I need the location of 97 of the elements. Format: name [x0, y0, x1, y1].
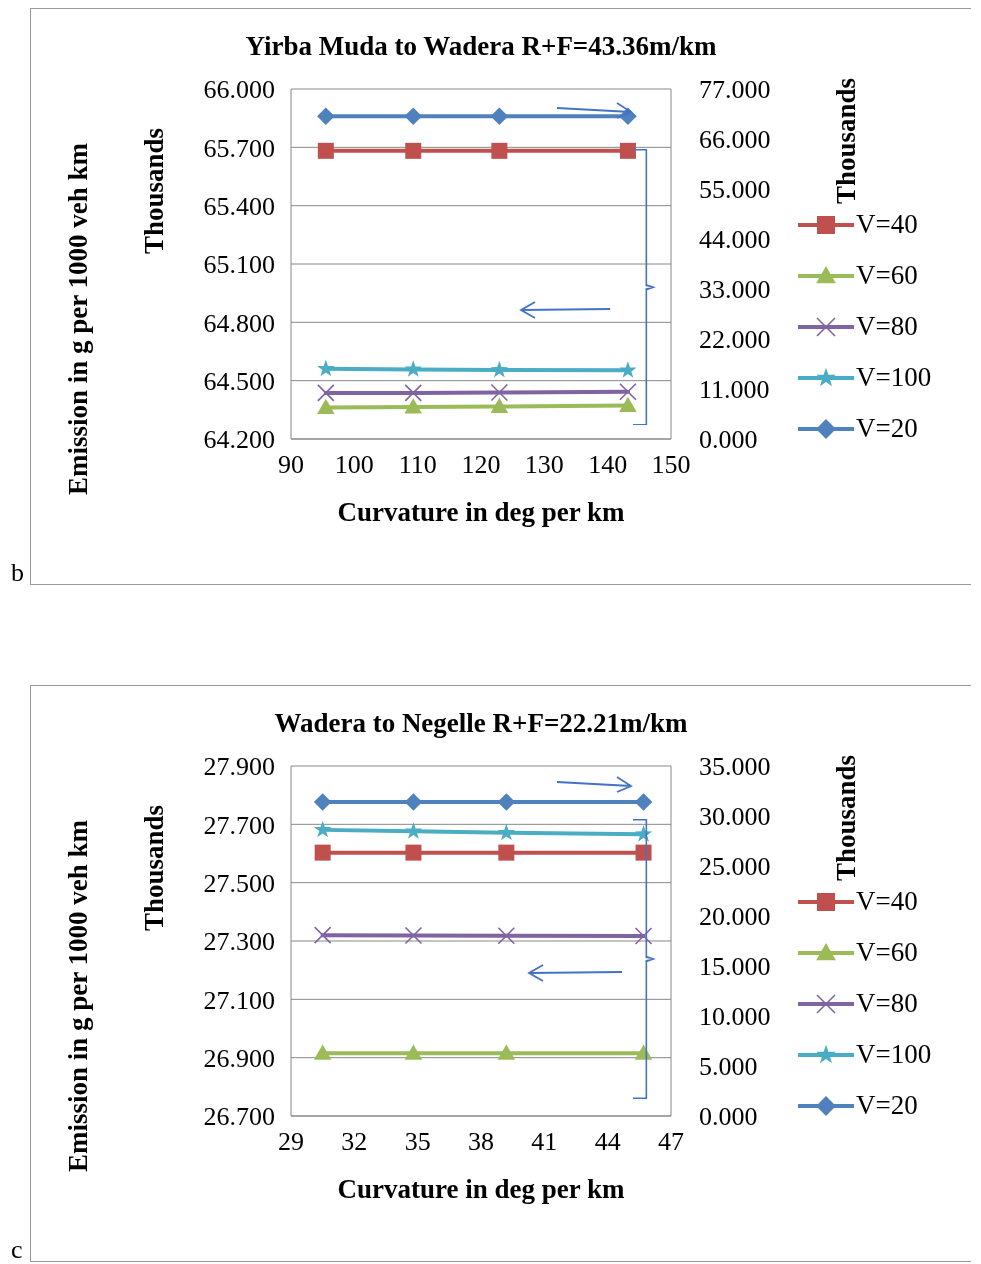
x-tick-label: 38: [468, 1127, 494, 1157]
y-axis-title: Emission in g per 1000 veh km: [63, 818, 94, 1175]
y2-tick-label: 0.000: [699, 1102, 758, 1132]
y2-tick-label: 15.000: [699, 952, 771, 982]
y-axis-title: Emission in g per 1000 veh km: [63, 141, 94, 498]
point: [313, 926, 332, 944]
x-tick-label: 44: [594, 1127, 621, 1157]
legend-label: V=100: [856, 362, 932, 393]
y2-tick-label: 20.000: [699, 902, 771, 932]
point: [491, 142, 508, 159]
x-tick-label: 130: [524, 450, 564, 480]
y-tick-label: 66.000: [203, 75, 275, 105]
point: [619, 396, 637, 412]
y-tick-label: 27.700: [203, 810, 275, 840]
x-tick-label: 110: [398, 450, 437, 480]
x-tick-label: 35: [404, 1127, 431, 1157]
x-tick-label: 90: [278, 450, 304, 480]
x-tick-label: 140: [588, 450, 628, 480]
point: [317, 384, 335, 402]
point: [313, 820, 332, 838]
y2-tick-label: 25.000: [699, 852, 771, 882]
legend-label: V=100: [856, 1039, 932, 1070]
y2-tick-label: 55.000: [699, 175, 771, 205]
x-tick-label: 47: [658, 1127, 684, 1157]
x-axis-title: Curvature in deg per km: [336, 1174, 626, 1205]
point: [490, 383, 509, 402]
point: [314, 844, 331, 861]
legend-label: V=20: [856, 1090, 918, 1121]
point: [635, 844, 652, 861]
y-tick-label: 26.700: [203, 1102, 275, 1132]
y2-tick-label: 66.000: [699, 125, 771, 155]
y2-tick-label: 11.000: [699, 375, 770, 405]
point: [404, 822, 423, 839]
point: [497, 1044, 516, 1060]
chart-title: Yirba Muda to Wadera R+F=43.36m/km: [244, 31, 718, 62]
x-tick-label: 41: [531, 1127, 558, 1157]
text: Thousands: [139, 127, 170, 254]
y-tick-label: 64.200: [203, 425, 275, 455]
x-tick-label: 29: [278, 1127, 304, 1157]
legend-label: V=60: [856, 260, 918, 291]
x-tick-label: 150: [651, 450, 691, 480]
point: [634, 927, 653, 945]
x-tick-label: 100: [334, 450, 374, 480]
x-tick-label: 32: [341, 1127, 368, 1157]
y2-tick-label: 10.000: [699, 1002, 771, 1032]
y-tick-label: 27.100: [203, 985, 275, 1015]
legend-label: V=40: [856, 209, 918, 240]
point: [404, 1044, 423, 1060]
y-tick-label: 64.500: [203, 366, 275, 396]
point: [317, 359, 335, 377]
y2-axis-title: Thousands: [831, 77, 862, 204]
point: [619, 382, 637, 401]
point: [313, 1044, 332, 1060]
y2-tick-label: 77.000: [699, 75, 771, 105]
text: c: [11, 1235, 23, 1264]
y-tick-label: 27.900: [203, 752, 275, 782]
y-tick-label: 64.800: [203, 308, 275, 338]
y2-tick-label: 5.000: [699, 1052, 758, 1082]
y-tick-label: 65.400: [203, 191, 275, 221]
y-tick-label: 26.900: [203, 1043, 275, 1073]
chart-title: Wadera to Negelle R+F=22.21m/km: [273, 708, 689, 739]
point: [497, 926, 516, 945]
point: [404, 360, 422, 377]
y2-tick-label: 44.000: [699, 225, 771, 255]
point: [405, 844, 422, 861]
point: [404, 926, 423, 945]
text: b: [11, 558, 24, 588]
point: [490, 360, 509, 378]
point: [497, 823, 516, 841]
point: [405, 142, 422, 159]
x-axis-title: Curvature in deg per km: [336, 497, 626, 528]
point: [317, 142, 334, 159]
y2-tick-label: 35.000: [699, 752, 771, 782]
y-tick-label: 27.500: [203, 868, 275, 898]
point: [619, 142, 636, 159]
y-tick-label: 27.300: [203, 927, 275, 957]
legend-label: V=80: [856, 311, 918, 342]
point: [490, 397, 509, 413]
legend-label: V=40: [856, 886, 918, 917]
y2-tick-label: 30.000: [699, 802, 771, 832]
point: [404, 398, 423, 414]
point: [498, 844, 515, 861]
y2-axis-title: Thousands: [831, 754, 862, 881]
point: [404, 384, 423, 402]
legend-label: V=20: [856, 413, 918, 444]
point: [317, 398, 335, 414]
point: [619, 361, 637, 378]
y2-tick-label: 33.000: [699, 275, 771, 305]
text: Thousands: [139, 804, 170, 931]
y2-tick-label: 22.000: [699, 325, 771, 355]
x-tick-label: 120: [461, 450, 501, 480]
legend-label: V=80: [856, 988, 918, 1019]
point: [634, 825, 653, 842]
y-tick-label: 65.100: [203, 250, 275, 280]
y-tick-label: 65.700: [203, 133, 275, 163]
legend-label: V=60: [856, 937, 918, 968]
y2-tick-label: 0.000: [699, 425, 758, 455]
